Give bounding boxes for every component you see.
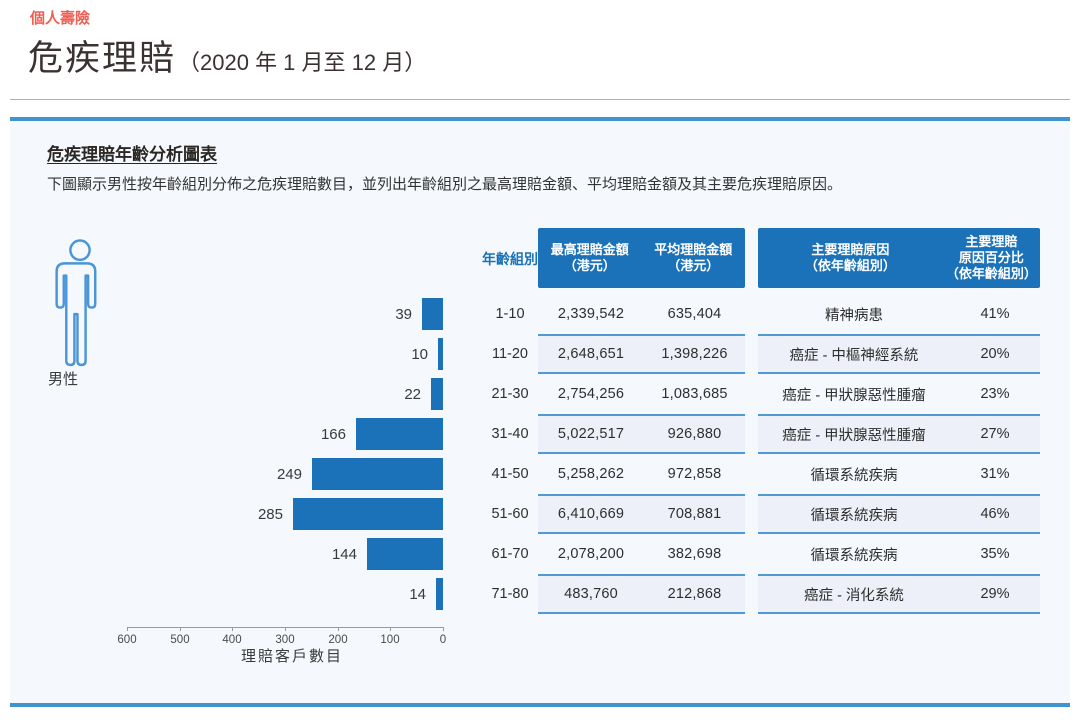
analysis-panel: 危疾理賠年齡分析圖表 下圖顯示男性按年齡組別分佈之危疾理賠數目，並列出年齡組別之… [10,121,1070,707]
table-row-shade [538,334,745,374]
reason-pct-cell: 27% [980,426,1010,442]
header-divider [10,99,1070,100]
reason-cell: 癌症 - 中樞神經系統 [789,347,919,364]
reason-cell: 循環系統疾病 [810,507,898,524]
column-header-reason: 主要理賠原因 （依年齡組別） [804,241,896,273]
age-group-cell: 1-10 [495,306,525,322]
reason-pct-cell: 23% [980,386,1010,402]
age-group-cell: 11-20 [491,346,528,362]
age-group-cell: 61-70 [491,546,529,562]
age-group-cell: 21-30 [491,386,529,402]
reason-pct-cell: 41% [980,306,1010,322]
max-amount-cell: 2,754,256 [557,386,625,402]
max-amount-cell: 2,648,651 [557,346,625,362]
table-row-shade [538,574,745,614]
max-amount-cell: 2,339,542 [557,306,625,322]
age-group-cell: 71-80 [491,586,529,602]
bar-value-label: 166 [320,425,346,443]
gender-label: 男性 [48,371,79,388]
age-group-cell: 31-40 [491,426,529,442]
avg-amount-cell: 382,698 [667,546,722,562]
reason-pct-cell: 31% [980,466,1010,482]
bar-value-label: 285 [257,505,283,523]
amount-header-box: 最高理賠金額 （港元） 平均理賠金額 （港元） [538,228,745,288]
age-group-cell: 41-50 [491,466,529,482]
page-title-main: 危疾理賠 [28,39,177,78]
axis-tick-label: 300 [275,634,295,646]
bar-value-label: 14 [409,585,426,603]
bar-11-20 [438,338,443,370]
axis-tick-label: 200 [328,634,348,646]
reason-pct-cell: 20% [980,346,1010,362]
reason-cell: 循環系統疾病 [810,467,898,484]
avg-amount-cell: 972,858 [667,466,722,482]
chart-x-axis-label: 理賠客戶數目 [240,648,343,665]
bar-1-10 [422,298,443,330]
reason-cell: 癌症 - 甲狀腺惡性腫瘤 [782,427,926,444]
table-row-shade [538,414,745,454]
axis-tick-label: 400 [222,634,242,646]
bar-value-label: 144 [331,545,357,563]
axis-tick [127,627,128,631]
table-row-shade [758,574,1040,614]
column-header-reason-pct: 主要理賠 原因百分比 （依年齡組別） [945,233,1037,282]
axis-tick [338,627,339,631]
axis-tick [443,627,444,631]
axis-tick [390,627,391,631]
column-header-max-amount: 最高理賠金額 （港元） [550,241,629,273]
bar-21-30 [431,378,443,410]
reason-cell: 精神病患 [825,307,883,324]
max-amount-cell: 5,258,262 [557,466,625,482]
male-figure-icon [55,239,97,367]
bar-71-80 [436,578,443,610]
max-amount-cell: 2,078,200 [557,546,625,562]
reason-cell: 癌症 - 甲狀腺惡性腫瘤 [782,387,926,404]
bar-value-label: 249 [276,465,302,483]
axis-tick [180,627,181,631]
bar-51-60 [293,498,443,530]
panel-top-border [10,117,1070,121]
avg-amount-cell: 635,404 [667,306,722,322]
table-row-shade [758,334,1040,374]
max-amount-cell: 6,410,669 [557,506,625,522]
page-title: 危疾理賠（2020 年 1 月至 12 月） [28,30,426,81]
reason-pct-cell: 29% [980,586,1010,602]
avg-amount-cell: 708,881 [667,506,722,522]
reason-pct-cell: 46% [980,506,1010,522]
bar-value-label: 39 [395,305,412,323]
section-heading: 危疾理賠年齡分析圖表 [47,145,217,164]
table-row-shade [758,494,1040,534]
avg-amount-cell: 212,868 [667,586,722,602]
avg-amount-cell: 1,398,226 [661,346,728,362]
axis-tick-label: 500 [170,634,190,646]
reason-pct-cell: 35% [980,546,1010,562]
column-header-age: 年齡組別 [482,251,538,267]
bar-41-50 [312,458,443,490]
age-group-cell: 51-60 [491,506,529,522]
table-row-shade [538,494,745,534]
reason-cell: 循環系統疾病 [810,547,898,564]
max-amount-cell: 483,760 [564,586,618,602]
axis-tick [285,627,286,631]
column-header-avg-amount: 平均理賠金額 （港元） [654,241,733,273]
section-description: 下圖顯示男性按年齡組別分佈之危疾理賠數目，並列出年齡組別之最高理賠金額、平均理賠… [47,176,843,193]
bar-31-40 [356,418,443,450]
axis-tick [232,627,233,631]
bar-value-label: 22 [404,385,421,403]
max-amount-cell: 5,022,517 [557,426,625,442]
axis-tick-label: 0 [439,634,447,646]
axis-tick-label: 600 [117,634,137,646]
avg-amount-cell: 1,083,685 [661,386,728,402]
reason-cell: 癌症 - 消化系統 [804,587,904,604]
eyebrow-label: 個人壽險 [30,10,91,27]
page-title-period: （2020 年 1 月至 12 月） [178,50,427,75]
bar-61-70 [367,538,443,570]
bar-value-label: 10 [411,345,428,363]
avg-amount-cell: 926,880 [667,426,722,442]
axis-tick-label: 100 [380,634,400,646]
reason-header-box: 主要理賠原因 （依年齡組別） 主要理賠 原因百分比 （依年齡組別） [758,228,1040,288]
table-row-shade [758,414,1040,454]
